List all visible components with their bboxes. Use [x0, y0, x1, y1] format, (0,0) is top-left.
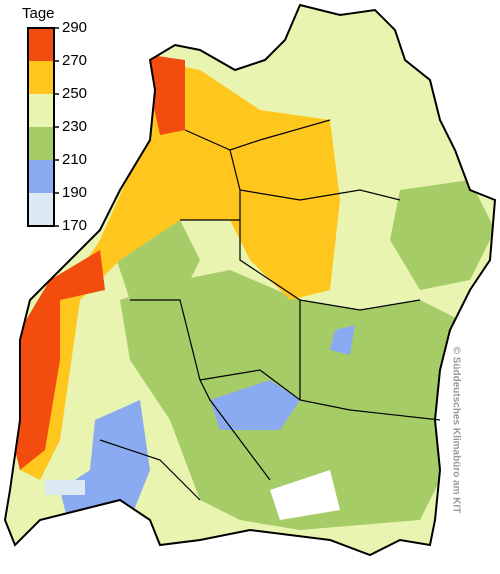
legend-tick-label: 190 — [62, 184, 87, 201]
legend-swatch — [28, 94, 54, 127]
credit: © Süddeutsches Klimabüro am KIT — [450, 347, 461, 514]
district-borders — [99, 119, 441, 501]
legend-tick-label: 250 — [62, 85, 87, 102]
legend-tick-label: 270 — [62, 52, 87, 69]
legend-swatch — [28, 193, 54, 226]
legend-title: Tage — [22, 5, 55, 22]
legend-tick-label: 210 — [62, 151, 87, 168]
legend-swatch — [28, 127, 54, 160]
legend-tick-label: 170 — [62, 217, 87, 234]
legend-swatch — [28, 28, 54, 61]
legend-swatch — [28, 160, 54, 193]
legend-tick-label: 230 — [62, 118, 87, 135]
legend: Tage 170 190 210 230 250 270 290 — [22, 5, 87, 234]
legend-tick-label: 290 — [62, 19, 87, 36]
legend-swatch — [28, 61, 54, 94]
